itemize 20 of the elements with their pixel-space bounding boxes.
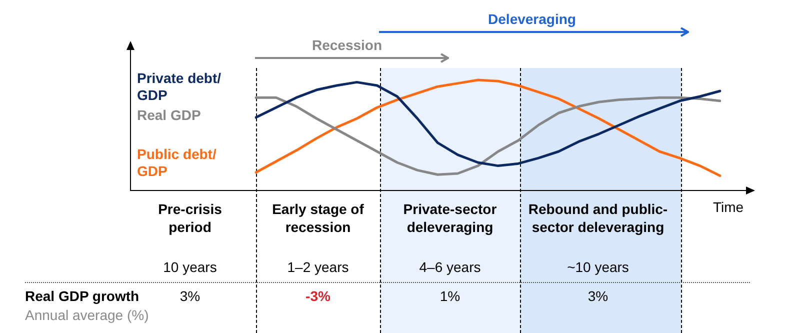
text: Deleveraging [488,11,576,27]
text: Private debt/ GDP [137,70,222,104]
text: Real GDP [137,107,202,124]
text: Public debt/ GDP [137,146,218,180]
text: 3% [180,288,200,304]
text: Recession [312,37,382,53]
text: ~10 years [567,259,629,275]
text: Pre-crisis period [157,200,223,236]
text: Private-sector deleveraging [402,200,498,236]
text: -3% [306,288,330,304]
text: Early stage of recession [271,200,365,236]
text: 10 years [163,259,217,275]
x-axis-title: Time [713,199,744,215]
text: 3% [588,288,608,304]
text: Real GDP growth [25,288,140,304]
text: 4–6 years [419,259,481,275]
text: Rebound and public-sector deleveraging [527,200,669,236]
text: 1–2 years [287,259,349,275]
text: Annual average (%) [25,307,149,323]
text: 1% [440,288,460,304]
